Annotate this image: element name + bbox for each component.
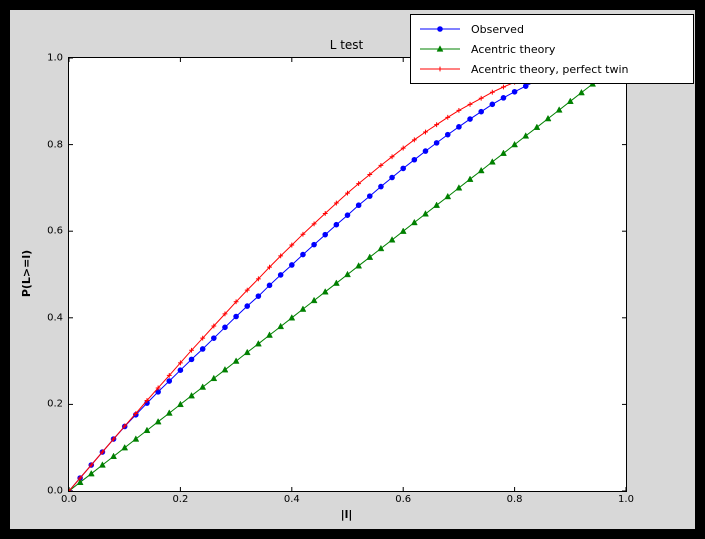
y-tick-label: 0.6 [47, 225, 63, 237]
y-tick-label: 1.0 [47, 52, 63, 64]
x-tick-label: 0.2 [172, 494, 189, 505]
x-tick-label: 0.0 [61, 494, 77, 505]
legend-item-observed: Observed [417, 19, 687, 39]
y-axis-label: P(L>=l) [20, 249, 33, 298]
legend-item-acentric-theory-perfect-twin: Acentric theory, perfect twin [417, 59, 687, 79]
y-tick-label: 0.2 [47, 398, 63, 410]
y-tick-label: 0.8 [47, 139, 63, 151]
x-tick-labels: 0.0 0.2 0.4 0.6 0.8 1.0 [61, 491, 634, 507]
y-tick-label: 0.0 [47, 485, 63, 497]
legend-label: Acentric theory [471, 42, 556, 56]
plot-title: L test [329, 38, 364, 52]
x-axis-label: |l| [340, 508, 353, 521]
axes: 0.0 0.2 0.4 0.6 0.8 1.0 0.0 0.2 0.4 0.6 … [47, 53, 634, 506]
x-tick-label: 0.8 [506, 494, 523, 505]
x-tick-label: 1.0 [618, 494, 634, 505]
x-tick-label: 0.6 [395, 494, 412, 505]
figure-canvas: L test P(L>=l) 0.0 0.2 0.4 0.6 0.8 1.0 0… [10, 10, 695, 529]
legend-sample-line-icon [420, 66, 460, 72]
legend-sample-line-icon [420, 26, 460, 32]
y-tick-labels: 0.0 0.2 0.4 0.6 0.8 1.0 [33, 53, 69, 497]
legend: Observed Acentric theory Acentric theory… [410, 14, 694, 84]
y-tick-label: 0.4 [47, 312, 63, 324]
legend-item-acentric-theory: Acentric theory [417, 39, 687, 59]
x-tick-label: 0.4 [283, 494, 300, 505]
legend-label: Observed [471, 22, 524, 36]
legend-sample-line-icon [420, 45, 460, 52]
plot-area [69, 58, 626, 491]
legend-label: Acentric theory, perfect twin [471, 62, 629, 76]
